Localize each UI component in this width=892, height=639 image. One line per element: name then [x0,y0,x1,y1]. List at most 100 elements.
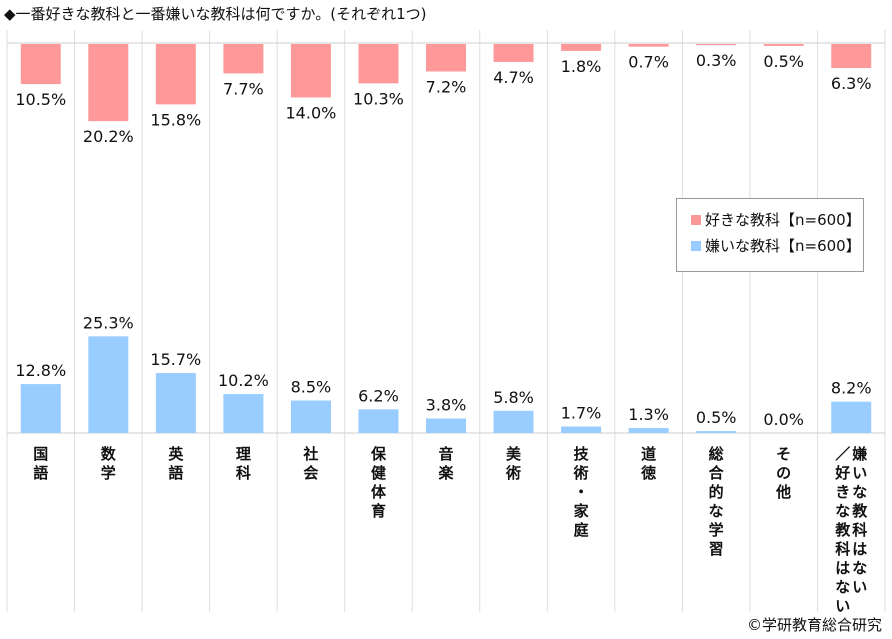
category-label-char: 合 [708,464,725,482]
dislike-data-label: 0.0% [763,410,804,429]
legend-label-like: 好きな教科【n=600】 [705,211,861,229]
dislike-data-label: 10.2% [218,371,269,390]
like-bar [290,44,331,98]
category-label-char: 体 [371,483,387,501]
dislike-data-label: 3.8% [426,395,467,414]
category-label-char: 会 [303,464,318,482]
like-bar [763,44,804,46]
like-data-label: 0.3% [696,51,737,70]
dislike-bar [358,409,399,433]
like-bar [20,44,61,85]
category-label-char: 国 [33,445,48,463]
category-label-char: な [852,483,867,501]
dislike-bar [290,400,331,433]
legend: 好きな教科【n=600】 嫌いな教科【n=600】 [676,198,864,272]
category-label-char: 庭 [574,521,590,539]
category-label-char: 習 [709,540,724,558]
category-label-char: い [852,578,867,596]
like-bar [223,44,264,74]
category-label-char: 徳 [640,464,656,482]
category-label-char: 科 [852,521,867,539]
category-label-char: 教 [851,502,868,520]
like-bar [88,44,129,122]
category-label-char: い [852,464,867,482]
dislike-data-label: 1.7% [561,404,602,423]
category-label-char: 道 [641,445,656,463]
category-label-char: 科 [236,464,251,482]
like-data-label: 10.5% [15,90,66,109]
like-data-label: 0.7% [628,53,669,72]
category-label-char: な [835,578,850,596]
like-bar [628,44,669,47]
category-label-char: 美 [506,445,522,463]
legend-swatch-like [691,215,701,225]
category-label-char: ・ [574,483,589,501]
like-bar [358,44,399,84]
category-label-char: 教 [834,521,851,539]
legend-label-dislike: 嫌いな教科【n=600】 [705,237,861,255]
category-label-char: 家 [574,502,589,520]
category-label-char: 総 [709,445,724,463]
dislike-data-label: 0.5% [696,408,737,427]
category-label-char: 育 [371,502,386,520]
dislike-bar [88,336,129,433]
chart-title: ◆一番好きな教科と一番嫌いな教科は何ですか。(それぞれ1つ) [4,5,427,23]
category-label-char: 数 [101,445,117,463]
category-label-char: ／ [835,445,850,463]
dislike-data-label: 6.2% [358,386,399,405]
dislike-bar [493,410,534,433]
dislike-bar [155,373,196,433]
category-label-char: 学 [101,464,116,482]
dislike-bar [20,384,61,433]
like-bar [155,44,196,105]
dislike-data-label: 1.3% [628,405,669,424]
legend-item-dislike: 嫌いな教科【n=600】 [691,233,863,259]
like-data-label: 1.8% [561,57,602,76]
category-label-char: 好 [834,464,850,482]
category-label-char: そ [776,445,791,463]
like-data-label: 14.0% [286,103,337,122]
category-label-char: は [852,540,867,558]
legend-item-like: 好きな教科【n=600】 [691,207,863,233]
like-bar [696,44,737,46]
category-label-char: 社 [302,445,318,463]
category-label-char: 健 [371,464,386,482]
dislike-bar [628,428,669,433]
category-label-char: き [835,483,850,501]
dislike-data-label: 12.8% [15,361,66,380]
like-bar [561,44,602,51]
dislike-data-label: 8.2% [831,379,872,398]
category-label-char: 語 [168,464,183,482]
like-data-label: 0.5% [763,52,804,71]
category-label-char: 的 [709,483,724,501]
category-label-char: の [776,464,791,482]
dislike-data-label: 8.5% [291,378,332,397]
dislike-bar [696,431,737,433]
like-data-label: 7.7% [223,79,264,98]
category-label-char: い [835,597,850,615]
category-label-char: な [852,559,867,577]
dislike-data-label: 25.3% [83,313,134,332]
category-label-char: 英 [168,445,184,463]
category-label-char: な [709,502,724,520]
category-label-char: 音 [438,445,453,463]
dislike-data-label: 15.7% [150,350,201,369]
copyright-text: ©学研教育総合研究 [746,616,882,634]
dislike-bar [426,418,466,433]
like-data-label: 15.8% [150,110,201,129]
like-data-label: 10.3% [353,89,404,108]
like-bar [426,44,466,72]
category-label-char: 楽 [438,464,454,482]
category-label-char: 理 [236,445,251,463]
category-label-char: 術 [505,464,521,482]
category-label-char: 保 [370,445,387,463]
like-data-label: 6.3% [831,74,872,93]
dislike-bar [831,401,872,433]
category-label-char: 嫌 [851,445,867,463]
dislike-bar [223,394,264,433]
category-label-char: 語 [33,464,48,482]
category-label-char: 術 [573,464,589,482]
like-data-label: 4.7% [493,68,534,87]
category-label-char: な [835,502,850,520]
